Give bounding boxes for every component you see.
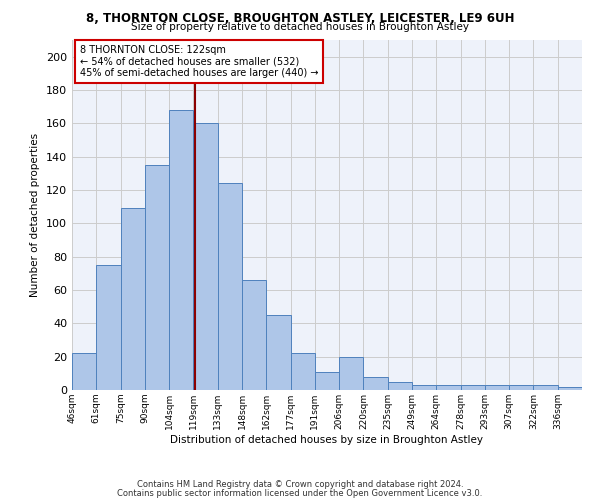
Text: Contains public sector information licensed under the Open Government Licence v3: Contains public sector information licen… [118, 489, 482, 498]
Bar [169, 110, 193, 390]
Bar [121, 208, 145, 390]
Bar [388, 382, 412, 390]
Text: 8 THORNTON CLOSE: 122sqm
← 54% of detached houses are smaller (532)
45% of semi-: 8 THORNTON CLOSE: 122sqm ← 54% of detach… [80, 46, 318, 78]
Bar [315, 372, 339, 390]
X-axis label: Distribution of detached houses by size in Broughton Astley: Distribution of detached houses by size … [170, 434, 484, 444]
Bar [364, 376, 388, 390]
Bar [339, 356, 364, 390]
Bar [242, 280, 266, 390]
Bar [436, 385, 461, 390]
Bar [461, 385, 485, 390]
Y-axis label: Number of detached properties: Number of detached properties [31, 133, 40, 297]
Bar [509, 385, 533, 390]
Bar [533, 385, 558, 390]
Bar [558, 386, 582, 390]
Bar [218, 184, 242, 390]
Bar [193, 124, 218, 390]
Bar [145, 165, 169, 390]
Bar [72, 354, 96, 390]
Text: Contains HM Land Registry data © Crown copyright and database right 2024.: Contains HM Land Registry data © Crown c… [137, 480, 463, 489]
Bar [266, 315, 290, 390]
Bar [96, 265, 121, 390]
Text: Size of property relative to detached houses in Broughton Astley: Size of property relative to detached ho… [131, 22, 469, 32]
Bar [412, 385, 436, 390]
Bar [290, 354, 315, 390]
Text: 8, THORNTON CLOSE, BROUGHTON ASTLEY, LEICESTER, LE9 6UH: 8, THORNTON CLOSE, BROUGHTON ASTLEY, LEI… [86, 12, 514, 26]
Bar [485, 385, 509, 390]
